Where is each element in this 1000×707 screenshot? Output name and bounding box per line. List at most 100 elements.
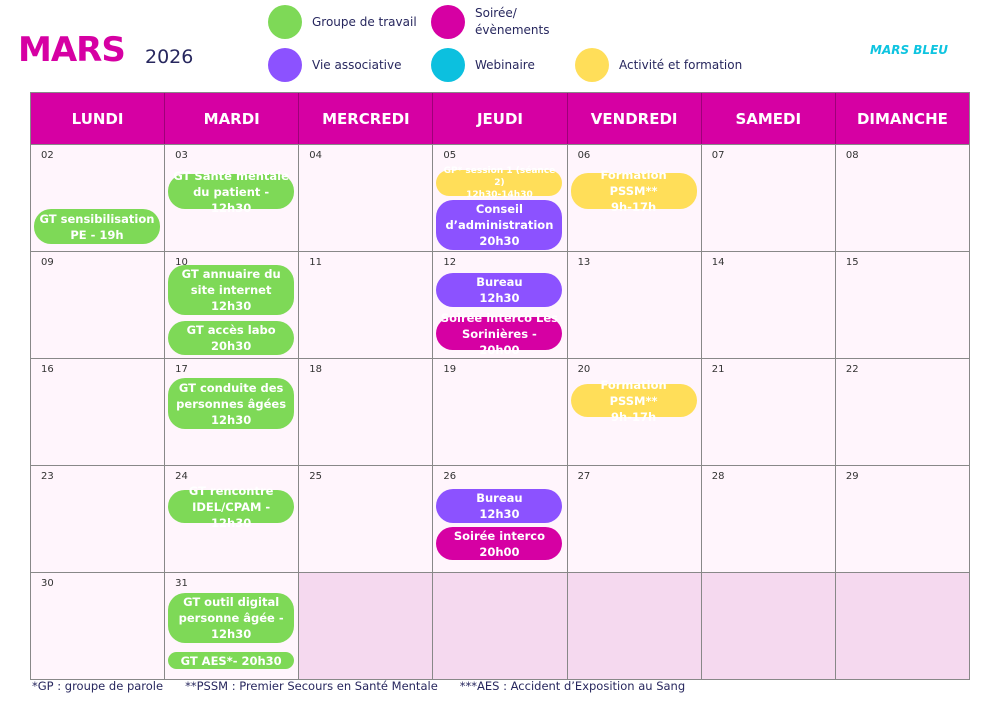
day-cell[interactable]: 12 Bureau 12h30 Soirée interco Les Soriniè… bbox=[433, 252, 568, 358]
day-number: 02 bbox=[41, 150, 54, 161]
footnote-pssm: **PSSM : Premier Secours en Santé Mental… bbox=[185, 679, 438, 693]
day-cell[interactable]: 05 GP* session 1 (séance 2) 12h30-14h30 Co… bbox=[433, 145, 568, 251]
day-cell[interactable]: 13 bbox=[567, 252, 702, 358]
weekday-mardi: MARDI bbox=[165, 93, 300, 144]
day-number: 10 bbox=[175, 257, 188, 268]
day-number: 21 bbox=[711, 364, 725, 375]
day-number: 14 bbox=[711, 257, 725, 268]
day-cell[interactable]: 15 bbox=[835, 252, 969, 358]
day-cell[interactable]: 08 bbox=[835, 145, 969, 251]
event-soiree[interactable]: Soirée interco Les Sorinières - 20h00 bbox=[436, 311, 563, 357]
day-cell[interactable]: 23 bbox=[31, 466, 166, 572]
event-groupe[interactable]: GT accès labo 20h30 bbox=[168, 321, 295, 355]
day-cell[interactable]: 30 bbox=[31, 573, 166, 679]
event-activite[interactable]: Formation PSSM** 9h-17h bbox=[570, 378, 697, 424]
footnote-aes: ***AES : Accident d’Exposition au Sang bbox=[459, 679, 686, 693]
day-cell[interactable]: 31 GT outil digital personne âgée - 12h30… bbox=[165, 573, 300, 679]
day-cell[interactable]: 03 GT Santé mentale du patient - 12h30 bbox=[165, 145, 300, 251]
day-cell bbox=[835, 573, 969, 679]
event-groupe[interactable]: GT AES*- 20h30 bbox=[168, 652, 295, 669]
day-number: 18 bbox=[309, 364, 323, 375]
day-number: 04 bbox=[309, 150, 323, 161]
day-number: 25 bbox=[309, 471, 323, 482]
day-number: 26 bbox=[443, 471, 457, 482]
day-number: 27 bbox=[577, 471, 591, 482]
day-cell[interactable]: 11 bbox=[299, 252, 434, 358]
day-number: 17 bbox=[175, 364, 188, 375]
event-groupe[interactable]: GT conduite des personnes âgées 12h30 bbox=[168, 378, 295, 429]
day-cell[interactable]: 22 bbox=[835, 359, 969, 465]
event-vie[interactable]: Bureau 12h30 bbox=[436, 489, 563, 523]
day-cell[interactable]: 16 bbox=[31, 359, 166, 465]
calendar-grid: LUNDI MARDI MERCREDI JEUDI VENDREDI SAME… bbox=[30, 92, 970, 680]
legend-soiree: Soirée/ évènements bbox=[431, 5, 550, 39]
day-cell bbox=[567, 573, 702, 679]
legend-dot-icon bbox=[575, 48, 609, 82]
day-cell[interactable]: 19 bbox=[433, 359, 568, 465]
day-cell[interactable]: 27 bbox=[567, 466, 702, 572]
day-cell[interactable]: 21 bbox=[701, 359, 836, 465]
legend-webinaire: Webinaire bbox=[431, 48, 535, 82]
event-groupe[interactable]: GT outil digital personne âgée - 12h30 bbox=[168, 593, 295, 643]
weekday-vendredi: VENDREDI bbox=[568, 93, 702, 144]
day-cell[interactable]: 24 GT rencontre IDEL/CPAM - 12h30 bbox=[165, 466, 300, 572]
day-number: 29 bbox=[845, 471, 859, 482]
day-number: 12 bbox=[443, 257, 457, 268]
event-groupe[interactable]: GT Santé mentale du patient - 12h30 bbox=[168, 169, 295, 215]
event-groupe[interactable]: GT rencontre IDEL/CPAM - 12h30 bbox=[168, 484, 295, 530]
day-cell[interactable]: 14 bbox=[701, 252, 836, 358]
legend-label: Groupe de travail bbox=[312, 15, 417, 29]
brand-label: MARS BLEU bbox=[870, 43, 949, 57]
legend-dot-icon bbox=[431, 48, 465, 82]
day-number: 13 bbox=[577, 257, 591, 268]
event-vie[interactable]: Conseil d’administration 20h30 bbox=[436, 200, 563, 250]
day-cell[interactable]: 06 Formation PSSM** 9h-17h bbox=[567, 145, 702, 251]
day-cell bbox=[433, 573, 568, 679]
month-title: MARS bbox=[18, 30, 126, 70]
day-number: 24 bbox=[175, 471, 188, 482]
day-cell[interactable]: 09 bbox=[31, 252, 166, 358]
legend-activite: Activité et formation bbox=[575, 48, 742, 82]
day-number: 30 bbox=[41, 578, 54, 589]
day-number: 06 bbox=[577, 150, 591, 161]
day-number: 07 bbox=[711, 150, 725, 161]
day-cell[interactable]: 25 bbox=[299, 466, 434, 572]
event-groupe[interactable]: GT sensibilisation PE - 19h bbox=[34, 209, 160, 244]
day-number: 05 bbox=[443, 150, 457, 161]
week-row: 23 24 GT rencontre IDEL/CPAM - 12h30 25 26 Bu… bbox=[31, 465, 969, 572]
weekday-header: LUNDI MARDI MERCREDI JEUDI VENDREDI SAME… bbox=[31, 93, 969, 144]
event-activite[interactable]: Formation PSSM** 9h-17h bbox=[570, 168, 697, 214]
day-number: 09 bbox=[41, 257, 54, 268]
event-activite[interactable]: GP* session 1 (séance 2) 12h30-14h30 bbox=[436, 166, 563, 200]
legend-label: Webinaire bbox=[475, 58, 535, 72]
year-label: 2026 bbox=[145, 46, 194, 68]
week-row: 16 17 GT conduite des personnes âgées 12h3… bbox=[31, 358, 969, 465]
weekday-lundi: LUNDI bbox=[31, 93, 166, 144]
day-cell[interactable]: 28 bbox=[701, 466, 836, 572]
day-number: 20 bbox=[577, 364, 591, 375]
day-cell[interactable]: 29 bbox=[835, 466, 969, 572]
weekday-jeudi: JEUDI bbox=[433, 93, 568, 144]
weekday-mercredi: MERCREDI bbox=[299, 93, 434, 144]
day-cell[interactable]: 17 GT conduite des personnes âgées 12h30 bbox=[165, 359, 300, 465]
legend-label: Vie associative bbox=[312, 58, 402, 72]
day-cell[interactable]: 02 GT sensibilisation PE - 19h bbox=[31, 145, 166, 251]
event-soiree[interactable]: Soirée interco 20h00 bbox=[436, 527, 563, 560]
day-cell[interactable]: 20 Formation PSSM** 9h-17h bbox=[567, 359, 702, 465]
legend-label: Activité et formation bbox=[619, 58, 743, 72]
event-vie[interactable]: Bureau 12h30 bbox=[436, 273, 563, 307]
weekday-samedi: SAMEDI bbox=[702, 93, 836, 144]
day-cell[interactable]: 10 GT annuaire du site internet 12h30 GT a… bbox=[165, 252, 300, 358]
day-number: 28 bbox=[711, 471, 725, 482]
footnote-gp: *GP : groupe de parole bbox=[32, 679, 164, 693]
legend-dot-icon bbox=[268, 48, 302, 82]
day-number: 11 bbox=[309, 257, 323, 268]
event-groupe[interactable]: GT annuaire du site internet 12h30 bbox=[168, 265, 295, 315]
legend-label: Soirée/ évènements bbox=[475, 6, 550, 37]
week-row: 30 31 GT outil digital personne âgée - 12h… bbox=[31, 572, 969, 679]
day-cell[interactable]: 18 bbox=[299, 359, 434, 465]
day-cell[interactable]: 26 Bureau 12h30 Soirée interco 20h00 bbox=[433, 466, 568, 572]
day-cell[interactable]: 07 bbox=[701, 145, 836, 251]
day-number: 15 bbox=[845, 257, 859, 268]
day-cell[interactable]: 04 bbox=[299, 145, 434, 251]
